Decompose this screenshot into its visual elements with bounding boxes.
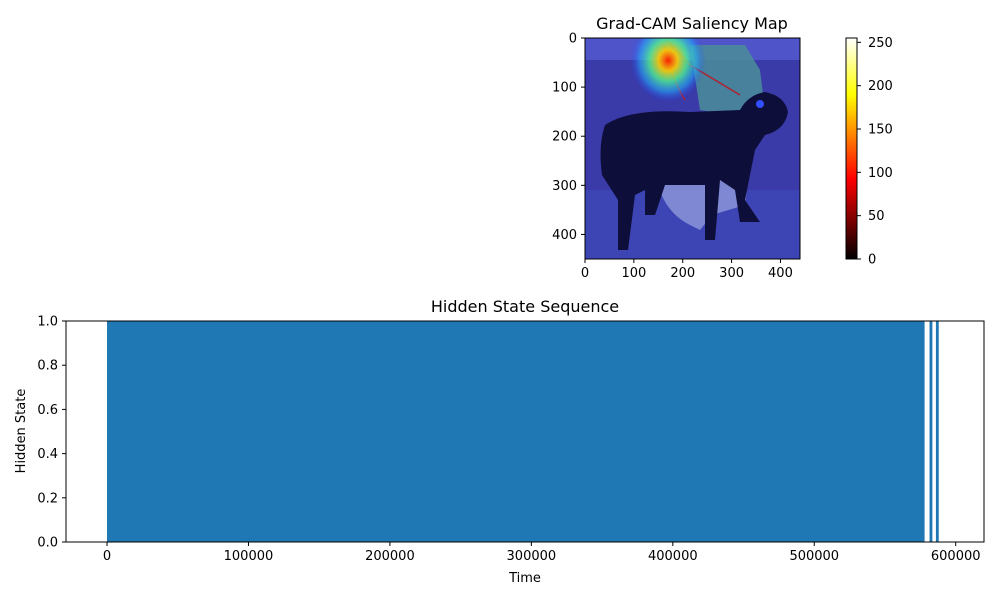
x-tick-label: 400000 <box>648 549 698 564</box>
colorbar-tick-label: 250 <box>868 36 893 51</box>
colorbar-tick-label: 150 <box>868 123 893 138</box>
colorbar-tick-label: 0 <box>868 253 876 268</box>
y-tick-label: 0.0 <box>37 536 58 551</box>
y-tick-label: 0.6 <box>37 403 58 418</box>
x-tick-label: 300 <box>719 266 744 281</box>
y-tick-label: 1.0 <box>37 315 58 330</box>
x-tick-label: 200000 <box>365 549 415 564</box>
x-tick-label: 500000 <box>789 549 839 564</box>
x-tick-label: 100000 <box>224 549 274 564</box>
hidden-state-bar <box>929 321 933 542</box>
colorbar <box>845 37 858 260</box>
hidden-state-chart: Hidden State Sequence 0 100000 200000 30000… <box>14 297 985 586</box>
hidden-state-axes-frame <box>65 320 985 543</box>
y-tick-label: 100 <box>552 81 577 96</box>
x-tick-label: 300000 <box>507 549 557 564</box>
hidden-state-bar <box>935 321 939 542</box>
y-tick-label: 400 <box>552 228 577 243</box>
x-tick-label: 200 <box>670 266 695 281</box>
person-shirt <box>690 45 765 118</box>
saliency-y-ticks: 0 100 200 300 400 <box>552 32 585 243</box>
dog-body <box>600 92 788 250</box>
saliency-title: Grad-CAM Saliency Map <box>596 14 788 33</box>
saliency-chart: Grad-CAM Saliency Map 0 100 200 300 400 0 100… <box>552 14 893 281</box>
y-tick-label: 0.8 <box>37 359 58 374</box>
y-tick-label: 0.2 <box>37 491 58 506</box>
x-axis-label: Time <box>508 571 541 586</box>
hidden-state-x-ticks: 0 100000 200000 300000 400000 500000 600000 <box>103 542 981 564</box>
hidden-state-title: Hidden State Sequence <box>431 297 619 316</box>
colorbar-tick-label: 50 <box>868 209 885 224</box>
saliency-x-ticks: 0 100 200 300 400 <box>581 259 793 281</box>
x-tick-label: 0 <box>581 266 589 281</box>
y-tick-label: 200 <box>552 130 577 145</box>
saliency-image <box>585 38 800 259</box>
y-tick-label: 0 <box>569 32 577 47</box>
hidden-state-bars <box>107 321 939 542</box>
hidden-state-y-ticks: 0.0 0.2 0.4 0.6 0.8 1.0 <box>37 315 66 551</box>
x-tick-label: 400 <box>768 266 793 281</box>
x-tick-label: 0 <box>103 549 111 564</box>
colorbar-tick-label: 100 <box>868 166 893 181</box>
y-tick-label: 0.4 <box>37 447 58 462</box>
x-tick-label: 100 <box>621 266 646 281</box>
colorbar-ticks: 0 50 100 150 200 250 <box>857 36 893 268</box>
hidden-state-bar <box>107 321 925 542</box>
y-axis-label: Hidden State <box>14 389 29 474</box>
y-tick-label: 300 <box>552 179 577 194</box>
dog-eye <box>756 100 764 108</box>
colorbar-tick-label: 200 <box>868 79 893 94</box>
saliency-hotspot <box>630 38 707 103</box>
saliency-axes-frame <box>584 37 801 260</box>
x-tick-label: 600000 <box>931 549 981 564</box>
